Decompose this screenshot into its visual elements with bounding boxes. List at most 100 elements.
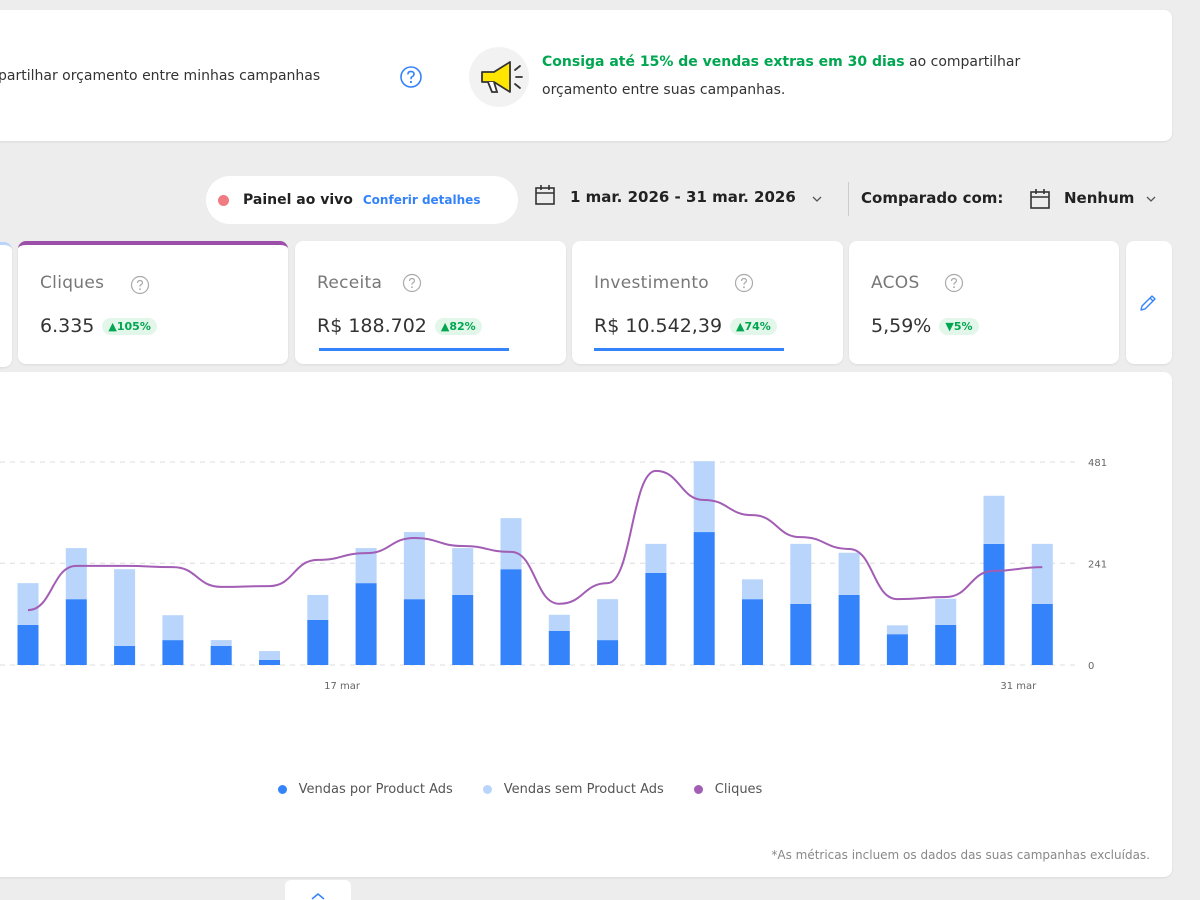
metric-label: Cliques [40, 273, 105, 293]
bar-segment [307, 594, 329, 620]
compare-label: Comparado com: [861, 189, 1004, 207]
help-icon[interactable] [944, 273, 964, 293]
collapse-tab[interactable] [285, 880, 351, 900]
compare-value[interactable]: Nenhum [1064, 189, 1135, 207]
bar-segment [742, 599, 763, 665]
promo-rest: ao compartilhar [909, 54, 1021, 70]
bar-segment [17, 583, 39, 625]
x-tick-label: 17 mar [324, 681, 361, 692]
metric-card[interactable]: Investimento R$ 10.542,39 ▲74% [572, 241, 843, 364]
help-icon[interactable] [734, 273, 754, 293]
metric-change: ▼5% [939, 317, 979, 335]
help-icon[interactable] [130, 275, 150, 295]
y-tick-label: 481 [1088, 458, 1107, 469]
y-tick-label: 0 [1088, 661, 1094, 672]
chart: 0 241 481 17 mar 31 mar [0, 458, 1107, 692]
bar-segment [403, 532, 425, 600]
metric-value-row: R$ 10.542,39 ▲74% [594, 315, 777, 337]
bar-segment [693, 461, 715, 533]
bar-segment [17, 624, 39, 665]
bar-segment [259, 651, 280, 660]
bar-segment [210, 640, 232, 647]
metric-value: 5,59% [871, 315, 932, 337]
bar-segment [597, 640, 619, 665]
bar-segment [645, 543, 667, 573]
megaphone-icon [469, 47, 529, 107]
line-series [27, 469, 1043, 612]
chevron[interactable] [1145, 194, 1157, 204]
bar-segment [403, 599, 425, 665]
promo-line-1: Consiga até 15% de vendas extras em 30 d… [542, 54, 1020, 70]
bar-segment [886, 625, 908, 635]
bar-segment [452, 594, 474, 665]
metric-change: ▲74% [730, 317, 777, 335]
metric-card[interactable]: ACOS 5,59% ▼5% [849, 241, 1119, 364]
calendar-icon [535, 185, 555, 205]
help-icon[interactable] [402, 273, 422, 293]
metric-card[interactable]: Cliques 6.335 ▲105% [18, 241, 288, 364]
legend-swatch [693, 785, 703, 794]
metric-value: 6.335 [40, 315, 95, 337]
separator [848, 182, 849, 216]
bar-segment [114, 646, 136, 665]
bar-segment [210, 646, 232, 665]
promo-highlight: Consiga até 15% de vendas extras em 30 d… [542, 54, 905, 70]
metric-card-partial[interactable] [0, 242, 12, 367]
legend-swatch [482, 785, 492, 794]
metric-value: R$ 188.702 [317, 315, 427, 337]
metric-label: Investimento [594, 273, 710, 293]
chart-card: 0 241 481 17 mar 31 mar Vendas por Product A… [0, 372, 1172, 877]
x-tick-label: 31 mar [1000, 681, 1037, 692]
live-details-link[interactable]: Conferir detalhes [362, 193, 481, 207]
edit-card[interactable] [1126, 241, 1172, 364]
legend-label: Cliques [714, 782, 763, 797]
legend-item[interactable]: Cliques [693, 782, 763, 797]
bar-segment [114, 569, 136, 647]
bar-segment [645, 572, 667, 665]
legend-item[interactable]: Vendas sem Product Ads [482, 782, 664, 797]
chevron-up[interactable] [310, 892, 326, 900]
bar-segment [935, 624, 957, 665]
chevron[interactable] [811, 194, 823, 204]
pencil-icon[interactable] [1138, 293, 1158, 313]
live-label: Painel ao vivo [243, 192, 353, 208]
bar-segment [452, 548, 474, 595]
bar-segment [597, 599, 619, 641]
metric-value-row: R$ 188.702 ▲82% [317, 315, 482, 337]
bar-segment [838, 552, 860, 595]
footnote: *As métricas incluem os dados das suas c… [771, 848, 1150, 862]
bar-segment [500, 518, 522, 570]
metric-change: ▲82% [434, 317, 482, 335]
bar-segment [500, 569, 522, 665]
bar-segment [307, 619, 329, 665]
legend-swatch [277, 785, 287, 794]
metric-card[interactable]: Receita R$ 188.702 ▲82% [295, 241, 566, 364]
metric-value-row: 5,59% ▼5% [871, 315, 979, 337]
bar-segment [742, 579, 763, 600]
bar-segment [790, 543, 812, 604]
date-range[interactable]: 1 mar. 2026 - 31 mar. 2026 [570, 188, 796, 206]
bar-segment [838, 594, 860, 665]
bar-segment [259, 659, 280, 665]
legend-label: Vendas por Product Ads [298, 782, 453, 797]
bar-segment [355, 548, 377, 584]
bar-segment [355, 583, 377, 665]
bar-segment [65, 548, 87, 600]
legend-label: Vendas sem Product Ads [503, 782, 664, 797]
bar-segment [548, 630, 570, 665]
legend-item[interactable]: Vendas por Product Ads [277, 782, 453, 797]
bar-segment [693, 532, 715, 665]
bar-segment [790, 603, 812, 665]
budget-toggle-text[interactable]: partilhar orçamento entre minhas campanh… [0, 68, 321, 84]
bar-segment [886, 634, 908, 665]
live-dot [218, 194, 229, 206]
bar-segment [1031, 543, 1053, 604]
metric-value-row: 6.335 ▲105% [40, 315, 157, 337]
metric-change: ▲105% [102, 317, 157, 335]
help-icon[interactable] [399, 65, 423, 89]
bar-segment [162, 640, 184, 665]
banner-card: partilhar orçamento entre minhas campanh… [0, 10, 1172, 141]
legend: Vendas por Product Ads Vendas sem Product… [0, 782, 1040, 797]
metric-label: Receita [317, 273, 383, 293]
metric-label: ACOS [871, 273, 920, 293]
